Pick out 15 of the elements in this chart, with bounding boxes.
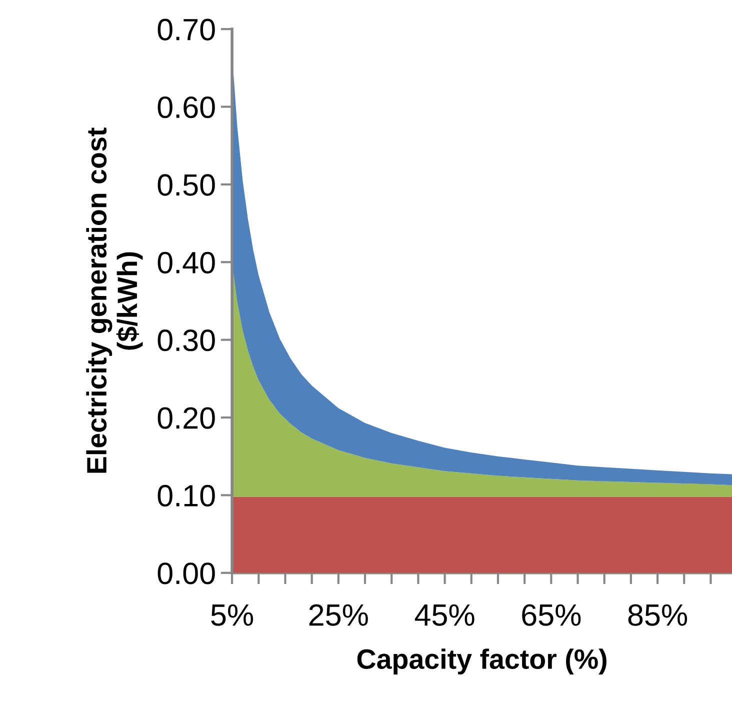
y-tick-label: 0.30 [158,330,215,352]
x-tick-label: 85% [628,604,688,626]
x-axis-title: Capacity factor (%) [357,648,606,674]
y-axis-title: Electricity generation cost ($/kWh) [86,128,143,473]
y-tick-label: 0.50 [158,174,215,196]
y-tick-label: 0.00 [158,562,215,584]
y-tick-label: 0.60 [158,96,215,118]
y-tick-label: 0.20 [158,407,215,429]
x-tick-label: 5% [211,604,254,626]
x-tick-label: 65% [522,604,581,626]
x-tick-label: 25% [309,604,368,626]
y-tick-label: 0.40 [158,252,215,274]
y-tick-label: 0.70 [158,18,215,40]
y-tick-label: 0.10 [158,484,215,507]
x-tick-label: 45% [414,604,474,626]
